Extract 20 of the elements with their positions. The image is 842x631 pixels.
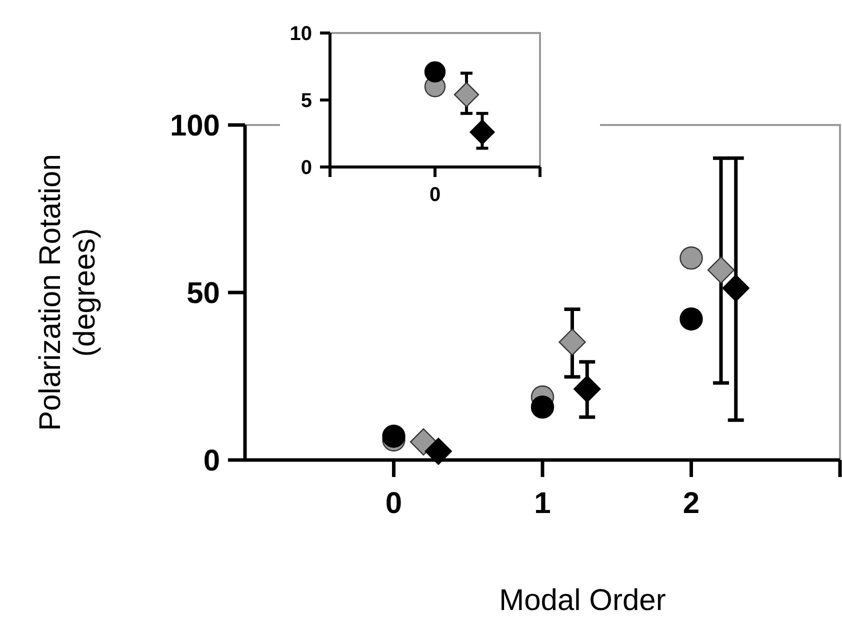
y-tick-label: 100 [170,110,220,142]
point [680,307,703,331]
x-tick-label: 2 [682,487,700,520]
point [558,328,586,356]
x-tick-label: 1 [534,487,551,520]
point [530,395,554,419]
x-axis-title: Modal Order [499,584,666,617]
point [382,424,406,448]
y-tick-label: 5 [300,90,312,112]
point [574,375,601,403]
y-axis-title: Polarization Rotation (degrees) [34,154,102,431]
y-tick-label: 0 [203,444,220,478]
y-tick-label: 0 [300,157,312,179]
y-tick-label: 50 [186,277,220,310]
point [424,438,452,465]
point [722,274,750,302]
point [680,246,703,270]
point [707,256,735,284]
y-tick-label: 10 [290,23,312,45]
x-tick-label: 0 [385,487,402,520]
